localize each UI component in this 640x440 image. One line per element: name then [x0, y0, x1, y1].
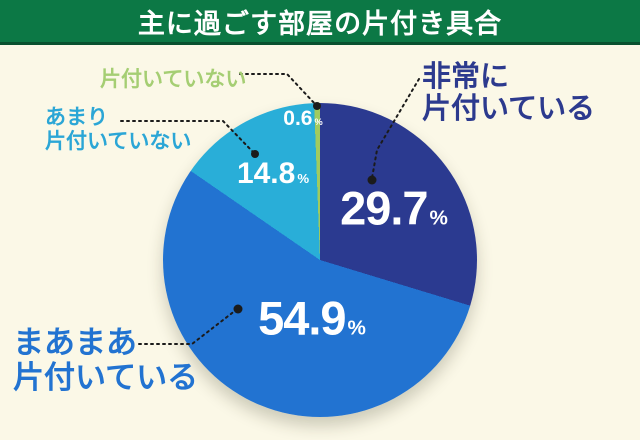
- value-label-very-tidy: 29.7%: [340, 181, 448, 236]
- value-label-not-very-tidy: 14.8%: [237, 157, 309, 191]
- percent-sign: %: [297, 171, 310, 186]
- value-not-very-tidy: 14.8: [236, 157, 296, 190]
- value-not-tidy: 0.6: [283, 107, 313, 130]
- page-title: 主に過ごす部屋の片付き具合: [137, 8, 503, 39]
- value-very-tidy: 29.7: [340, 181, 428, 235]
- slice-label-line: 片付いていない: [100, 68, 247, 91]
- slice-label-line: 片付いている: [422, 93, 596, 126]
- slice-label-line: まあまあ: [13, 325, 137, 360]
- percent-sign: %: [429, 206, 448, 230]
- slice-label-not-very-tidy: あまり 片付いていない: [45, 106, 191, 155]
- percent-sign: %: [314, 117, 323, 127]
- slice-label-line: あまり: [45, 106, 108, 129]
- leader-line-not-tidy: [239, 73, 317, 106]
- slice-label-line: 片付いていない: [45, 130, 192, 154]
- slice-label-line: 片付いている: [13, 360, 199, 396]
- value-label-fairly-tidy: 54.9%: [258, 291, 366, 346]
- value-label-not-tidy: 0.6%: [283, 107, 322, 131]
- slice-label-line: 非常に: [422, 61, 510, 93]
- value-fairly-tidy: 54.9: [258, 291, 346, 345]
- pie: [163, 103, 477, 417]
- slice-label-not-tidy: 片付いていない: [100, 63, 246, 93]
- slice-label-fairly-tidy: まあまあ 片付いている: [13, 325, 198, 395]
- slice-label-very-tidy: 非常に 片付いている: [422, 61, 595, 126]
- title-bar: 主に過ごす部屋の片付き具合: [0, 0, 640, 45]
- percent-sign: %: [347, 316, 366, 340]
